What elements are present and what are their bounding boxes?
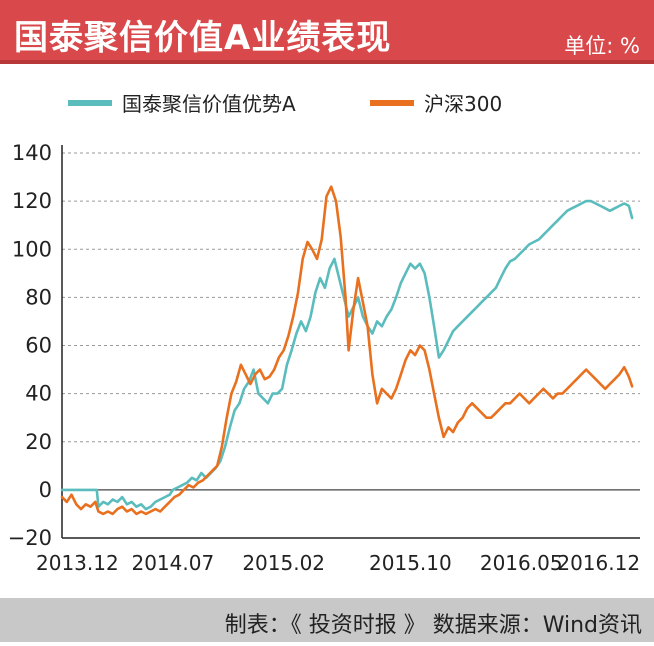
x-tick-label: 2015.02 xyxy=(242,551,325,575)
legend-label-fund: 国泰聚信价值优势A xyxy=(122,92,296,116)
series-line-fund xyxy=(60,199,634,511)
x-tick-label: 2016.05 xyxy=(480,551,563,575)
y-tick-label: 20 xyxy=(25,430,52,454)
header-divider xyxy=(0,60,654,64)
chart-title: 国泰聚信价值A业绩表现 xyxy=(14,18,392,58)
x-tick-label: 2016.12 xyxy=(557,551,640,575)
y-tick-label: 120 xyxy=(12,189,52,213)
y-tick-label: 100 xyxy=(12,237,52,261)
unit-label: 单位: % xyxy=(564,34,640,58)
legend-label-index: 沪深300 xyxy=(424,92,503,116)
chart-header: 国泰聚信价值A业绩表现 单位: % xyxy=(0,0,654,64)
source-credit: 制表：《 投资时报 》 数据来源：Wind资讯 xyxy=(224,613,642,638)
legend-swatch-fund xyxy=(68,99,112,106)
x-tick-label: 2014.07 xyxy=(131,551,214,575)
legend-item-fund: 国泰聚信价值优势A xyxy=(68,88,296,117)
x-tick-label: 2013.12 xyxy=(36,551,119,575)
y-tick-label: 80 xyxy=(25,285,52,309)
y-tick-label: −20 xyxy=(8,526,52,550)
x-tick-label: 2015.10 xyxy=(369,551,452,575)
y-tick-label: 40 xyxy=(25,382,52,406)
y-tick-label: 60 xyxy=(25,334,52,358)
legend-item-index: 沪深300 xyxy=(370,88,502,117)
legend-swatch-index xyxy=(370,99,414,106)
legend: 国泰聚信价值优势A 沪深300 xyxy=(0,80,654,120)
series-line-index xyxy=(60,185,634,516)
line-chart: −20 0 20 40 60 80 100 120 140 2013.12 2014.07 2015.… xyxy=(8,141,640,575)
footer-bar: 制表：《 投资时报 》 数据来源：Wind资讯 xyxy=(0,598,654,642)
y-tick-label: 0 xyxy=(39,478,52,502)
y-tick-label: 140 xyxy=(12,141,52,165)
